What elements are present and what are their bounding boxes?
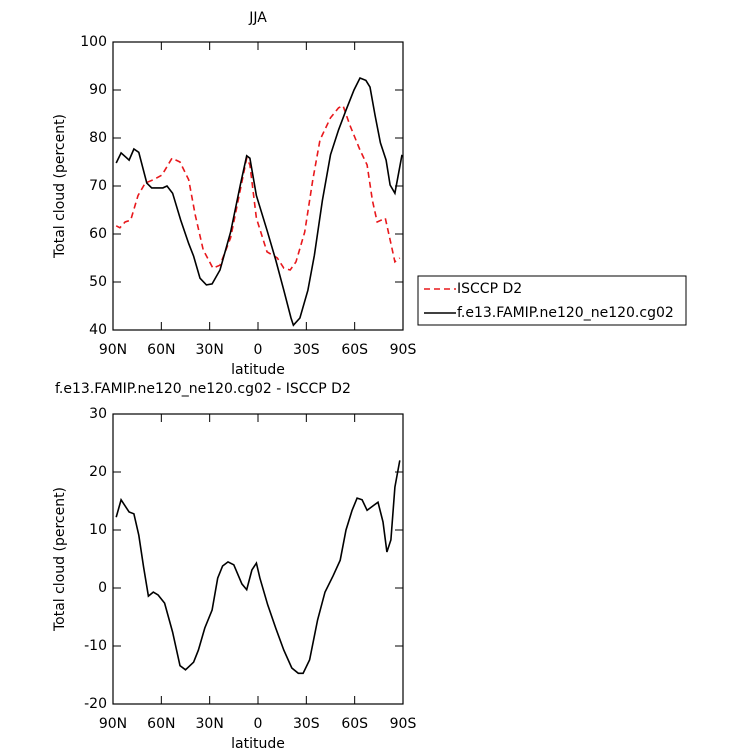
x-tick-label: 60N [147, 716, 175, 732]
y-tick-label: 80 [89, 130, 107, 146]
y-tick-label: -20 [84, 696, 107, 712]
plot-frame [112, 41, 404, 331]
legend-box [417, 275, 687, 326]
data-line [115, 104, 401, 271]
x-tick-label: 30S [293, 716, 320, 732]
y-tick-label: 0 [98, 580, 107, 596]
x-tick-label: 30S [293, 342, 320, 358]
legend-label: ISCCP D2 [457, 281, 522, 297]
chart-title: JJA [248, 10, 267, 26]
x-tick-label: 90N [99, 716, 127, 732]
data-line [115, 460, 401, 675]
x-tick-label: 60N [147, 342, 175, 358]
x-tick-label: 90S [390, 342, 417, 358]
x-tick-label: 0 [254, 716, 263, 732]
x-tick-label: 60S [341, 716, 368, 732]
y-tick-label: -10 [84, 638, 107, 654]
x-tick-label: 90S [390, 716, 417, 732]
plot-frame [112, 413, 404, 705]
y-tick-label: 70 [89, 178, 107, 194]
y-axis-label: Total cloud (percent) [52, 487, 68, 632]
x-tick-label: 30N [196, 342, 224, 358]
x-axis-label: latitude [231, 362, 285, 378]
x-tick-label: 30N [196, 716, 224, 732]
y-tick-label: 40 [89, 322, 107, 338]
y-axis-label: Total cloud (percent) [52, 114, 68, 259]
y-tick-label: 60 [89, 226, 107, 242]
x-tick-label: 0 [254, 342, 263, 358]
y-tick-label: 10 [89, 522, 107, 538]
x-tick-label: 60S [341, 342, 368, 358]
legend-label: f.e13.FAMIP.ne120_ne120.cg02 [457, 305, 674, 321]
x-axis-label: latitude [231, 736, 285, 752]
data-line [115, 76, 403, 327]
y-tick-label: 90 [89, 82, 107, 98]
x-tick-label: 90N [99, 342, 127, 358]
y-tick-label: 100 [80, 34, 107, 50]
y-tick-label: 50 [89, 274, 107, 290]
chart-title: f.e13.FAMIP.ne120_ne120.cg02 - ISCCP D2 [55, 381, 351, 397]
y-tick-label: 20 [89, 464, 107, 480]
y-tick-label: 30 [89, 406, 107, 422]
